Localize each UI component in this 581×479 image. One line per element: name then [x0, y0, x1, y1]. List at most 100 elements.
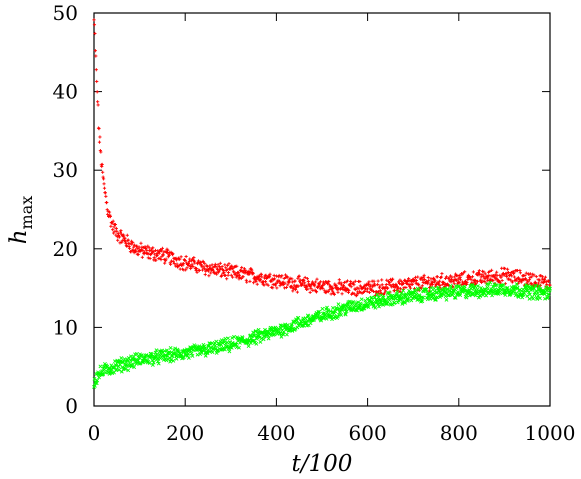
data-point [395, 300, 400, 305]
data-point [263, 279, 268, 284]
data-point [191, 264, 195, 269]
data-point [168, 345, 173, 350]
data-point [314, 280, 318, 284]
data-point [478, 272, 482, 276]
data-point [504, 273, 508, 277]
data-point [139, 241, 143, 245]
data-point [548, 286, 552, 291]
data-point [137, 361, 142, 366]
data-point [127, 246, 132, 250]
data-point [293, 279, 297, 283]
data-point [208, 266, 212, 270]
data-point [470, 275, 475, 279]
data-point [440, 272, 444, 276]
data-point [129, 354, 133, 359]
data-point [511, 289, 516, 294]
data-point [325, 310, 330, 315]
y-axis-title: hmax [6, 196, 36, 245]
data-point [190, 354, 195, 358]
data-point [407, 284, 412, 288]
data-point [432, 286, 437, 291]
data-point [166, 248, 170, 252]
data-point [491, 278, 495, 283]
data-point [544, 285, 549, 290]
data-point [225, 277, 229, 281]
data-point [356, 291, 360, 296]
data-point [237, 273, 242, 277]
y-axis-title-main: h [6, 229, 32, 244]
data-point [286, 283, 290, 287]
data-point [342, 285, 346, 289]
data-point [220, 273, 224, 277]
data-point [380, 278, 384, 282]
data-point [526, 280, 530, 284]
data-point [213, 343, 218, 348]
data-point [184, 254, 188, 259]
data-point [99, 150, 103, 154]
data-point [137, 245, 141, 249]
data-point [187, 259, 191, 263]
data-point [381, 303, 386, 307]
data-point [368, 285, 372, 289]
data-point [543, 275, 548, 279]
data-point [346, 290, 351, 295]
data-point [112, 225, 116, 229]
data-point [151, 360, 156, 365]
data-point [494, 276, 498, 280]
data-point [94, 68, 98, 72]
data-point [430, 296, 435, 301]
data-point [122, 233, 126, 237]
data-point [153, 350, 158, 355]
data-point [132, 245, 136, 249]
data-point [444, 275, 449, 279]
data-point [146, 256, 150, 260]
data-point [254, 341, 259, 346]
data-point [422, 273, 426, 277]
data-point [250, 268, 254, 272]
data-point [325, 305, 329, 310]
data-point [373, 283, 377, 288]
data-point [359, 297, 364, 302]
data-point [197, 268, 201, 273]
data-point [306, 279, 310, 284]
data-point [306, 287, 310, 291]
data-point [229, 273, 233, 277]
data-point [272, 277, 277, 281]
data-point [200, 345, 205, 350]
data-point [285, 323, 290, 327]
data-point [105, 200, 109, 205]
data-point [291, 289, 295, 293]
data-point [423, 277, 427, 282]
data-point [128, 242, 132, 246]
data-point [210, 263, 214, 267]
data-point [452, 295, 457, 300]
data-point [427, 293, 432, 298]
data-point [135, 244, 139, 248]
data-point [317, 309, 322, 314]
data-point [163, 261, 167, 265]
series-1-points [92, 18, 552, 298]
data-point [290, 277, 294, 281]
data-point [378, 289, 382, 293]
data-point [397, 297, 402, 302]
data-point [109, 224, 113, 228]
data-point [431, 292, 436, 297]
data-point [326, 308, 331, 313]
data-point [199, 260, 203, 264]
data-point [208, 264, 212, 268]
data-point [358, 279, 362, 284]
data-point [160, 246, 164, 250]
data-point [343, 312, 348, 317]
data-point [354, 294, 358, 298]
data-point [262, 283, 266, 287]
data-point [223, 263, 227, 267]
data-point [365, 296, 370, 301]
data-point [125, 233, 129, 237]
data-point [114, 226, 118, 231]
data-point [257, 276, 261, 280]
data-point [226, 270, 231, 275]
data-point [131, 240, 135, 244]
data-point [184, 268, 188, 272]
data-point [491, 284, 495, 289]
data-point [352, 292, 356, 296]
